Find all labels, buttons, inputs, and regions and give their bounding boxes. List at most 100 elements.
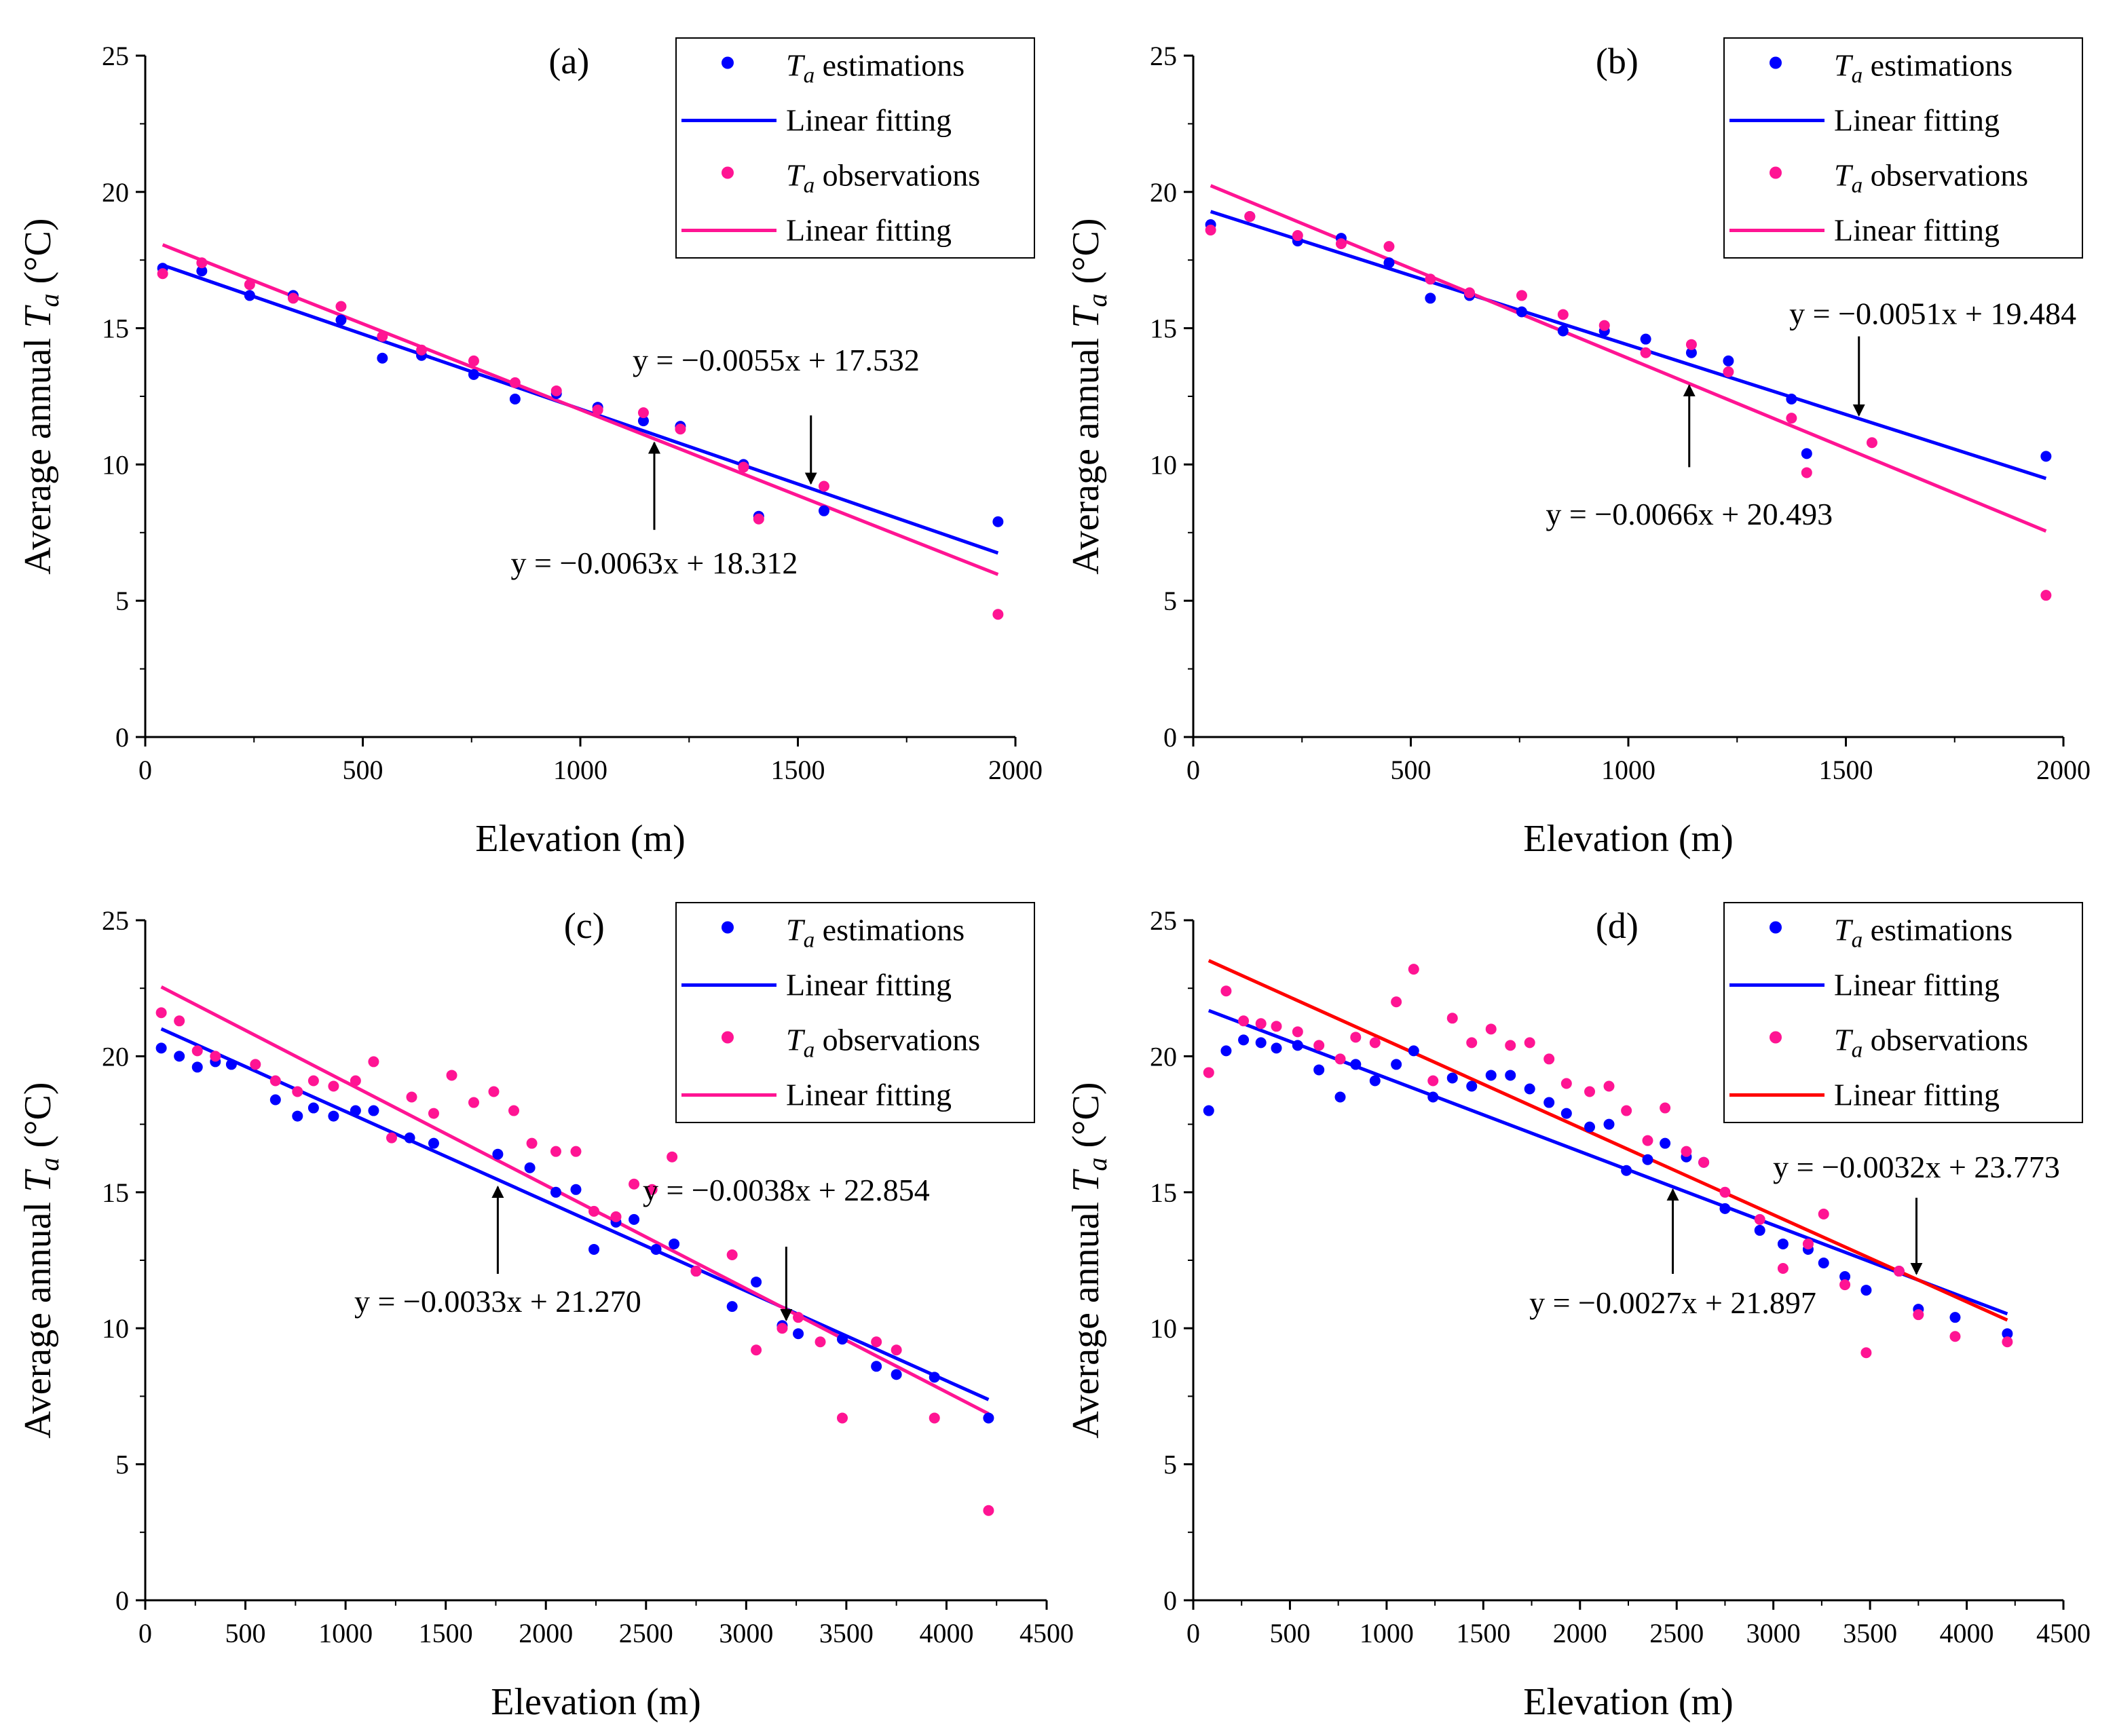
legend-label: Linear fitting <box>1834 103 2000 138</box>
y-tick-label: 15 <box>1150 314 1177 344</box>
observation-point <box>992 609 1004 620</box>
observation-point <box>1802 1238 1814 1249</box>
estimation-point <box>1543 1097 1555 1108</box>
estimation-point <box>1369 1075 1381 1087</box>
x-tick-label: 0 <box>1186 755 1200 785</box>
estimation-point <box>1383 257 1395 269</box>
legend-label: Linear fitting <box>786 968 952 1002</box>
estimation-point <box>244 290 255 301</box>
observation-point <box>1913 1309 1924 1321</box>
observation-point <box>818 480 829 492</box>
observation-point <box>428 1108 439 1119</box>
x-tick-label: 4000 <box>919 1618 973 1648</box>
observation-point <box>174 1015 185 1027</box>
y-tick-label: 0 <box>115 722 129 753</box>
observation-point <box>1777 1263 1789 1275</box>
observation-point <box>871 1336 882 1348</box>
observation-point <box>250 1059 261 1070</box>
x-tick-label: 1000 <box>318 1618 373 1648</box>
observation-point <box>675 423 686 435</box>
observation-point <box>1313 1040 1325 1051</box>
x-tick-label: 2000 <box>1553 1618 1607 1648</box>
observation-point <box>1681 1146 1692 1157</box>
observation-point <box>526 1137 538 1149</box>
legend-label: Linear fitting <box>1834 213 2000 248</box>
fit-equation: y = −0.0038x + 22.854 <box>643 1173 930 1207</box>
x-tick-label: 1000 <box>1360 1618 1414 1648</box>
fit-equation: y = −0.0066x + 20.493 <box>1546 497 1833 531</box>
fit-equation: y = −0.0063x + 18.312 <box>511 546 798 580</box>
observation-point <box>1860 1347 1872 1359</box>
y-axis-title: Average annual Ta (°C) <box>17 218 64 574</box>
observation-point <box>287 293 299 304</box>
legend-box <box>1723 37 2083 259</box>
observation-point <box>667 1151 678 1163</box>
estimation-point <box>1203 1105 1214 1116</box>
observation-point <box>1893 1266 1905 1277</box>
observation-point <box>1698 1156 1710 1168</box>
observation-point <box>726 1249 738 1260</box>
estimation-point <box>836 1334 848 1345</box>
estimation-point <box>929 1372 940 1383</box>
legend-label: Ta observations <box>786 158 980 198</box>
estimation-point <box>1723 355 1734 366</box>
estimation-point <box>637 415 649 427</box>
observation-point <box>550 385 562 396</box>
observation-point <box>1818 1208 1829 1220</box>
estimation-point <box>871 1361 882 1372</box>
observation-point <box>1543 1053 1555 1065</box>
y-tick-label: 25 <box>1150 905 1177 936</box>
estimation-point <box>196 265 208 277</box>
observation-point <box>1335 238 1347 250</box>
observation-point <box>292 1086 303 1097</box>
x-tick-label: 1500 <box>1819 755 1873 785</box>
observation-point <box>416 344 428 356</box>
x-tick-label: 3500 <box>1843 1618 1897 1648</box>
observation-point <box>196 257 208 269</box>
observation-point <box>1524 1037 1535 1049</box>
observation-point <box>157 268 168 280</box>
estimation-point <box>1786 394 1797 405</box>
observation-point <box>335 301 347 312</box>
estimation-point <box>174 1051 185 1062</box>
y-tick-label: 20 <box>1150 1041 1177 1072</box>
estimation-point <box>1949 1312 1961 1323</box>
observation-point <box>1220 985 1232 997</box>
observation-point <box>1801 467 1812 478</box>
estimation-point <box>1350 1059 1362 1070</box>
x-tick-label: 0 <box>138 1618 152 1648</box>
x-tick-label: 1500 <box>1456 1618 1510 1648</box>
estimation-point <box>155 1042 167 1054</box>
legend-marker <box>722 56 734 69</box>
x-tick-label: 1000 <box>1601 755 1655 785</box>
y-tick-label: 5 <box>1163 1450 1177 1480</box>
estimation-point <box>1255 1037 1267 1049</box>
observation-point <box>1425 273 1436 285</box>
estimation-point <box>983 1412 994 1424</box>
legend: Ta estimations Linear fitting Ta observati… <box>675 902 1035 1123</box>
observation-point <box>2002 1336 2013 1348</box>
observation-point <box>509 377 521 388</box>
observation-point <box>468 355 479 366</box>
y-axis-title: Average annual Ta (°C) <box>17 1082 64 1438</box>
estimation-point <box>1427 1091 1439 1103</box>
observation-point <box>406 1091 417 1103</box>
observation-point <box>1557 309 1569 320</box>
estimation-point <box>669 1238 680 1249</box>
estimation-point <box>404 1132 415 1144</box>
estimation-point <box>1603 1118 1615 1130</box>
observation-point <box>1719 1186 1731 1198</box>
estimation-point <box>1238 1034 1250 1046</box>
estimation-point <box>1685 347 1697 358</box>
panel-label: (d) <box>1596 905 1639 946</box>
observation-point <box>1642 1135 1653 1146</box>
y-tick-label: 25 <box>102 905 129 936</box>
legend-label: Ta estimations <box>786 913 965 953</box>
x-axis-title: Elevation (m) <box>475 818 685 860</box>
panel-label: (c) <box>564 905 605 946</box>
legend-marker <box>722 921 734 934</box>
observation-point <box>815 1336 826 1348</box>
legend-box <box>675 902 1035 1123</box>
estimation-point <box>751 1277 762 1288</box>
estimation-point <box>1292 1040 1303 1051</box>
